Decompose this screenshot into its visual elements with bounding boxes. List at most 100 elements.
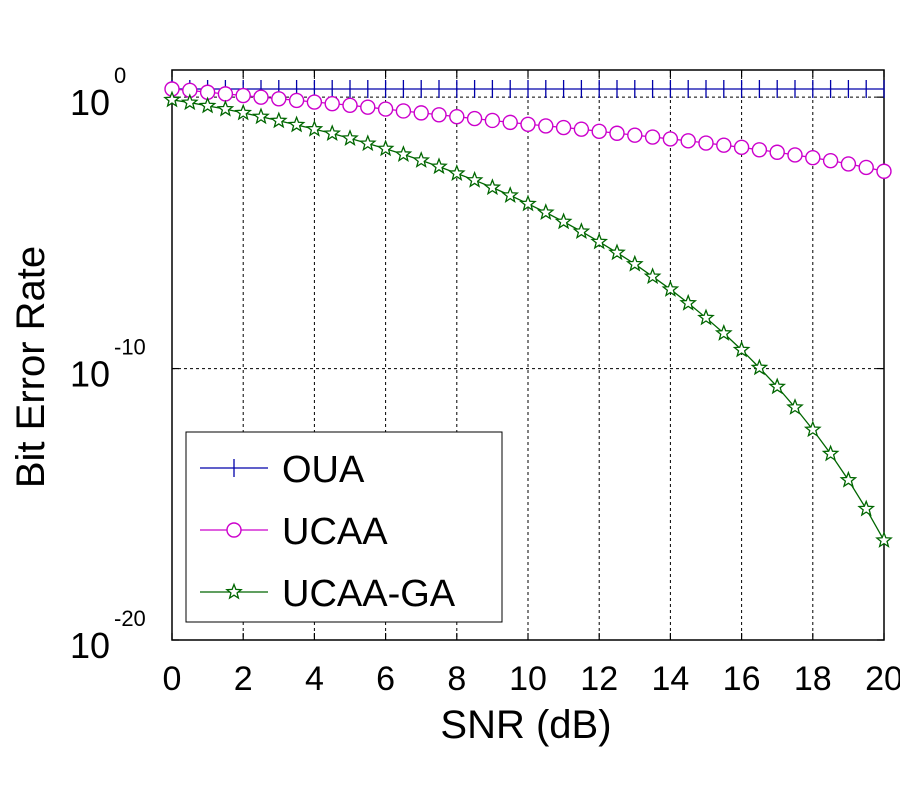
legend-entry-ucaa: UCAA — [200, 511, 388, 553]
y-tick-label-base: 10 — [70, 82, 110, 123]
data-point-ucaa — [751, 142, 768, 158]
data-point-ucaa — [466, 110, 483, 127]
data-point-ucaa-ga — [341, 129, 359, 146]
y-tick-label-exponent: -10 — [114, 335, 146, 360]
data-point-ucaa — [787, 147, 803, 163]
x-axis-label: SNR (dB) — [440, 703, 611, 747]
data-point-ucaa-ga — [643, 267, 662, 285]
x-tick-label: 0 — [163, 660, 182, 698]
data-point-ucaa-ga — [501, 186, 520, 203]
x-tick-label: 18 — [794, 660, 832, 698]
data-point-ucaa — [769, 144, 785, 160]
data-point-ucaa — [253, 89, 269, 105]
data-point-ucaa — [716, 137, 732, 153]
legend-label-ucaa-ga: UCAA-GA — [282, 573, 456, 615]
data-point-ucaa — [235, 87, 251, 104]
data-point-ucaa — [555, 119, 572, 136]
x-tick-label: 12 — [580, 660, 618, 698]
data-point-ucaa-ga — [252, 107, 270, 125]
x-tick-label: 6 — [376, 660, 395, 698]
data-point-ucaa — [377, 101, 394, 117]
x-tick-label: 20 — [865, 660, 900, 698]
data-point-ucaa — [217, 86, 234, 102]
data-point-ucaa-ga — [234, 103, 253, 121]
data-point-ucaa-ga — [679, 293, 698, 311]
data-point-ucaa — [431, 107, 447, 123]
data-point-ucaa-ga — [821, 444, 840, 462]
data-point-ucaa — [876, 163, 892, 179]
data-point-ucaa-ga — [430, 157, 448, 175]
data-point-ucaa-ga — [714, 323, 733, 341]
data-point-ucaa — [288, 92, 305, 109]
data-point-ucaa — [609, 125, 625, 141]
data-point-ucaa-ga — [786, 398, 804, 415]
data-point-ucaa-ga — [305, 119, 324, 137]
data-point-ucaa — [520, 116, 536, 132]
data-point-ucaa — [805, 149, 821, 166]
data-point-ucaa — [662, 131, 679, 147]
series-ucaa — [164, 81, 892, 179]
data-point-ucaa-ga — [875, 531, 893, 548]
data-point-ucaa-ga — [697, 308, 715, 326]
x-tick-label: 4 — [305, 660, 324, 698]
data-point-ucaa — [413, 105, 429, 121]
data-point-ucaa-ga — [323, 124, 342, 142]
data-point-ucaa — [306, 94, 323, 110]
data-point-ucaa — [449, 108, 465, 125]
series-oua — [171, 80, 885, 98]
x-tick-label: 8 — [447, 660, 466, 698]
data-point-ucaa-ga — [554, 212, 573, 230]
data-point-ucaa-ga — [198, 96, 217, 114]
y-tick-label-base: 10 — [70, 625, 110, 666]
y-axis-label: Bit Error Rate — [9, 246, 53, 488]
data-point-ucaa-ga — [519, 194, 537, 212]
data-point-ucaa — [627, 127, 643, 143]
data-point-ucaa — [484, 112, 501, 129]
data-point-ucaa — [733, 139, 750, 156]
series-ucaa-ga — [163, 90, 893, 548]
data-point-ucaa — [858, 159, 874, 176]
data-point-ucaa-ga — [180, 93, 199, 111]
data-point-ucaa — [271, 91, 287, 107]
data-point-ucaa — [644, 129, 661, 145]
data-point-ucaa-ga — [768, 377, 787, 395]
data-point-ucaa-ga — [483, 178, 502, 196]
y-tick-label-exponent: -20 — [114, 606, 146, 631]
data-point-ucaa-ga — [750, 358, 769, 376]
data-point-ucaa — [538, 118, 554, 134]
data-point-ucaa-ga — [447, 164, 466, 181]
data-point-ucaa — [324, 95, 340, 112]
legend-marker-ucaa-ga — [225, 582, 243, 600]
y-tick-label-exponent: 0 — [114, 63, 126, 88]
data-point-ucaa — [698, 135, 714, 151]
data-point-ucaa-ga — [269, 111, 288, 129]
data-point-ucaa-ga — [412, 151, 431, 168]
data-point-ucaa-ga — [857, 499, 876, 517]
x-tick-label: 14 — [651, 660, 689, 698]
data-point-ucaa-ga — [536, 203, 555, 221]
y-tick-label-base: 10 — [70, 354, 110, 395]
legend-entry-oua: OUA — [200, 449, 365, 491]
legend-entry-ucaa-ga: UCAA-GA — [200, 573, 456, 615]
data-point-ucaa-ga — [590, 232, 609, 250]
data-point-ucaa-ga — [465, 170, 484, 188]
data-point-ucaa — [840, 156, 857, 172]
data-point-ucaa — [591, 123, 607, 140]
data-point-ucaa — [360, 99, 376, 115]
series-layer — [163, 80, 893, 548]
data-point-ucaa-ga — [803, 420, 822, 438]
data-point-ucaa — [342, 97, 358, 113]
x-tick-label: 10 — [509, 660, 547, 698]
legend: OUA UCAA UCAA-GA — [185, 431, 503, 623]
data-point-ucaa-ga — [287, 115, 306, 133]
data-point-ucaa — [680, 133, 696, 149]
legend-marker-ucaa — [226, 522, 242, 538]
data-point-ucaa-ga — [216, 99, 235, 117]
data-point-ucaa-ga — [572, 222, 591, 240]
data-point-ucaa-ga — [839, 470, 858, 488]
data-point-ucaa-ga — [661, 279, 680, 297]
legend-label-ucaa: UCAA — [282, 511, 388, 553]
data-point-ucaa — [502, 114, 518, 131]
